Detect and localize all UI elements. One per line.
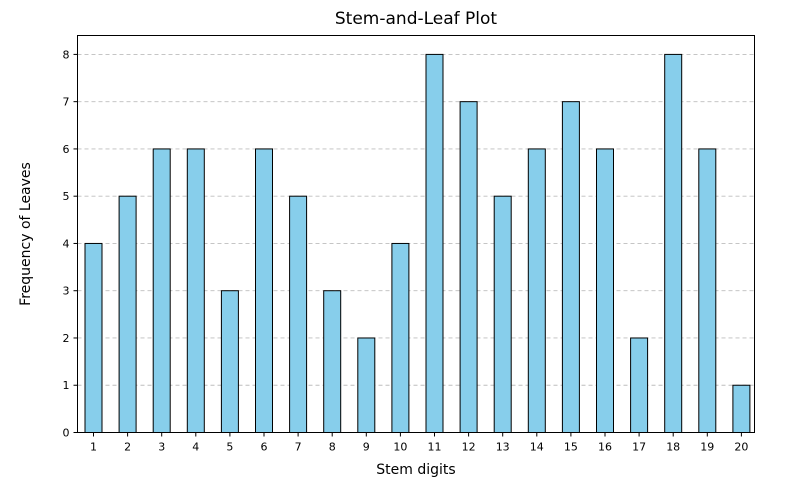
bar-12 [459,101,478,434]
bar-19 [698,148,717,434]
y-tick-label: 7 [63,96,70,109]
x-tick-label: 10 [393,441,407,454]
x-tick-label: 7 [295,441,302,454]
bar-8 [323,290,342,434]
bar-6 [255,148,273,434]
bar-17 [630,337,649,434]
bar-16 [596,148,614,434]
x-tick-label: 2 [124,441,131,454]
bar-18 [664,53,683,434]
bar-2 [118,195,137,433]
x-tick-label: 4 [192,441,199,454]
x-tick-label: 12 [462,441,476,454]
bar-3 [152,148,171,434]
y-tick-label: 4 [63,237,70,250]
x-tick-label: 11 [428,441,442,454]
x-tick-label: 9 [363,441,370,454]
plot-frame [77,35,755,433]
bar-15 [561,101,580,434]
y-tick-label: 1 [63,379,70,392]
x-tick-label: 18 [666,441,680,454]
x-tick-label: 13 [496,441,510,454]
bar-5 [220,290,239,434]
y-tick-label: 8 [63,48,70,61]
x-tick-label: 5 [226,441,233,454]
x-tick-label: 1 [90,441,97,454]
grid-lines [77,53,755,386]
bar-1 [84,242,103,433]
bar-14 [527,148,546,434]
bar-11 [425,53,444,434]
x-axis-label: Stem digits [376,462,455,478]
y-tick-label: 3 [63,285,70,298]
y-tick-label: 2 [63,332,70,345]
x-tick-label: 16 [598,441,612,454]
x-tick-label: 8 [329,441,336,454]
x-tick-label: 19 [700,441,714,454]
x-tick-label: 15 [564,441,578,454]
bar-10 [391,242,410,433]
bar-13 [493,195,512,433]
bar-7 [289,195,308,433]
bars [84,53,751,434]
x-tick-label: 20 [734,441,748,454]
bar-9 [357,337,376,434]
y-axis-ticks: 0 1 2 3 4 5 6 7 8 [63,48,78,440]
y-tick-label: 5 [63,190,70,203]
x-tick-label: 14 [530,441,544,454]
x-tick-label: 3 [158,441,165,454]
y-tick-label: 6 [63,143,70,156]
bar-20 [732,384,751,434]
x-tick-label: 6 [261,441,268,454]
chart-title: Stem-and-Leaf Plot [335,9,498,29]
y-axis-label: Frequency of Leaves [18,162,34,306]
y-tick-label: 0 [63,427,70,440]
bar-4 [186,148,205,434]
x-axis-ticks: 1 2 3 4 5 6 7 8 9 10 11 12 13 14 15 16 17 18 19 20 [90,432,748,454]
x-tick-label: 17 [632,441,646,454]
